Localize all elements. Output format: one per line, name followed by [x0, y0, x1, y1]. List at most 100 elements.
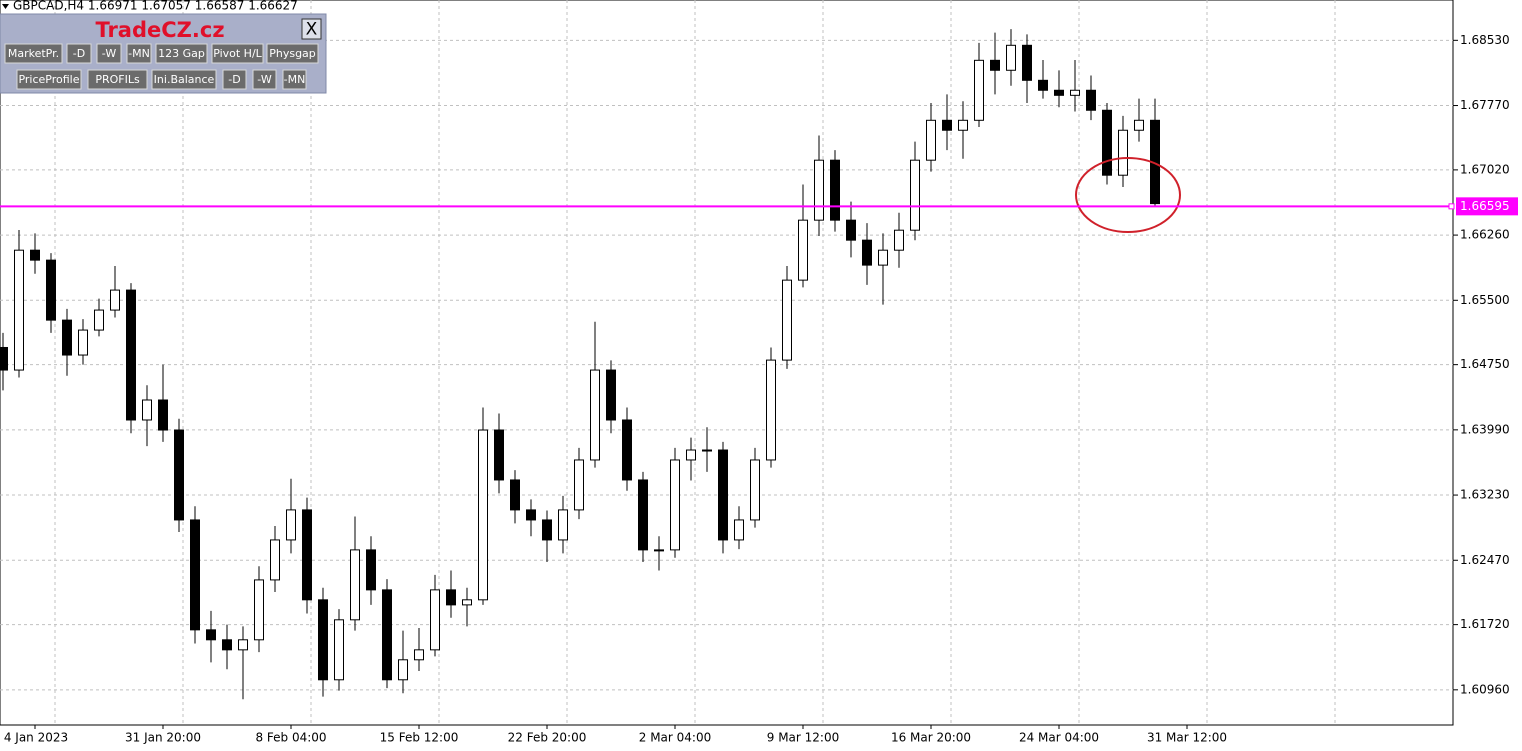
button-label[interactable]: -D: [228, 73, 240, 86]
panel-button[interactable]: -W: [252, 69, 277, 90]
candle-body: [990, 59, 1000, 71]
panel-button[interactable]: Pivot H/L: [211, 43, 264, 64]
button-box[interactable]: [96, 43, 122, 64]
button-label[interactable]: MarketPr.: [8, 47, 59, 60]
candle-body: [1022, 44, 1032, 81]
candle-body: [750, 459, 760, 521]
button-box[interactable]: [151, 69, 217, 90]
button-label[interactable]: Physgap: [269, 47, 316, 60]
x-tick-label: 9 Mar 12:00: [767, 731, 840, 745]
panel-button[interactable]: -D: [66, 43, 92, 64]
candle-body: [574, 459, 584, 511]
menu-arrow[interactable]: [2, 4, 9, 9]
x-tick-label: 24 Mar 04:00: [1019, 731, 1099, 745]
candle-body: [0, 346, 8, 371]
x-tick-label: 22 Feb 20:00: [508, 731, 587, 745]
panel-button[interactable]: -D: [222, 69, 247, 90]
candle-body: [62, 319, 72, 356]
panel-button[interactable]: -MN: [126, 43, 152, 64]
candle-body: [254, 579, 264, 641]
candle-body: [1086, 89, 1096, 111]
y-tick-label: 1.62470: [1460, 553, 1510, 567]
x-tick-label: 2 Mar 04:00: [639, 731, 712, 745]
button-label[interactable]: Ini.Balance: [154, 73, 215, 86]
candle-body: [478, 429, 488, 601]
button-label[interactable]: -MN: [128, 47, 150, 60]
candle-body: [958, 119, 968, 131]
button-box[interactable]: [282, 69, 307, 90]
candle-body: [798, 219, 808, 281]
candle-body: [878, 249, 888, 266]
candle-body: [270, 539, 280, 581]
button-label[interactable]: 123 Gap: [158, 47, 205, 60]
panel-button[interactable]: MarketPr.: [4, 43, 63, 64]
candle-body: [1118, 129, 1128, 176]
candle-body: [190, 519, 200, 631]
candle-body: [1054, 89, 1064, 96]
candle-body: [510, 479, 520, 511]
y-tick-label: 1.63990: [1460, 422, 1510, 436]
panel-button[interactable]: Physgap: [266, 43, 319, 64]
button-label[interactable]: -W: [102, 47, 117, 60]
candle-body: [542, 519, 552, 541]
candle-body: [462, 599, 472, 606]
candle-body: [206, 629, 216, 641]
button-box[interactable]: [211, 43, 264, 64]
panel-button[interactable]: PriceProfile: [16, 69, 82, 90]
button-box[interactable]: [252, 69, 277, 90]
candle-body: [318, 599, 328, 681]
button-box[interactable]: [66, 43, 92, 64]
panel-button[interactable]: -W: [96, 43, 122, 64]
candle-body: [846, 219, 856, 241]
candle-body: [766, 359, 776, 461]
panel-button[interactable]: 123 Gap: [155, 43, 208, 64]
button-label[interactable]: -W: [257, 73, 272, 86]
candle-body: [526, 509, 536, 521]
candle-body: [734, 519, 744, 541]
x-tick-label: 31 Jan 20:00: [125, 731, 201, 745]
candle-body: [286, 509, 296, 541]
button-label[interactable]: Pivot H/L: [213, 47, 262, 60]
candle-body: [702, 449, 712, 452]
candle-body: [350, 549, 360, 621]
candle-body: [718, 449, 728, 541]
button-box[interactable]: [266, 43, 319, 64]
candle-body: [14, 249, 24, 371]
button-label[interactable]: -D: [73, 47, 85, 60]
close-label[interactable]: X: [306, 20, 318, 40]
candle-body: [910, 159, 920, 231]
panel-button[interactable]: -MN: [282, 69, 307, 90]
candle-body: [430, 589, 440, 651]
x-tick-label: 16 Mar 20:00: [891, 731, 971, 745]
candle-body: [494, 429, 504, 481]
candle-body: [414, 649, 424, 661]
button-box[interactable]: [87, 69, 148, 90]
panel-button[interactable]: Ini.Balance: [151, 69, 217, 90]
candle-body: [590, 369, 600, 461]
candle-body: [974, 59, 984, 121]
candle-body: [830, 159, 840, 221]
button-label[interactable]: -MN: [284, 73, 306, 86]
button-box[interactable]: [16, 69, 82, 90]
y-tick-label: 1.61720: [1460, 617, 1510, 631]
button-box[interactable]: [222, 69, 247, 90]
candle-body: [686, 449, 696, 461]
x-tick-label: 8 Feb 04:00: [255, 731, 326, 745]
button-box[interactable]: [155, 43, 208, 64]
y-tick-label: 1.65500: [1460, 293, 1510, 307]
candle-body: [398, 659, 408, 681]
panel-button[interactable]: PROFILs: [87, 69, 148, 90]
button-label[interactable]: PROFILs: [95, 73, 140, 86]
button-box[interactable]: [4, 43, 63, 64]
candle-body: [302, 509, 312, 601]
candle-body: [1070, 89, 1080, 96]
candle-body: [238, 639, 248, 651]
button-label[interactable]: PriceProfile: [18, 73, 79, 86]
close-button[interactable]: X: [301, 18, 322, 40]
button-box[interactable]: [126, 43, 152, 64]
close-box[interactable]: [301, 18, 322, 40]
highlight-ellipse: [1075, 157, 1181, 233]
x-tick-label: 31 Mar 12:00: [1147, 731, 1227, 745]
